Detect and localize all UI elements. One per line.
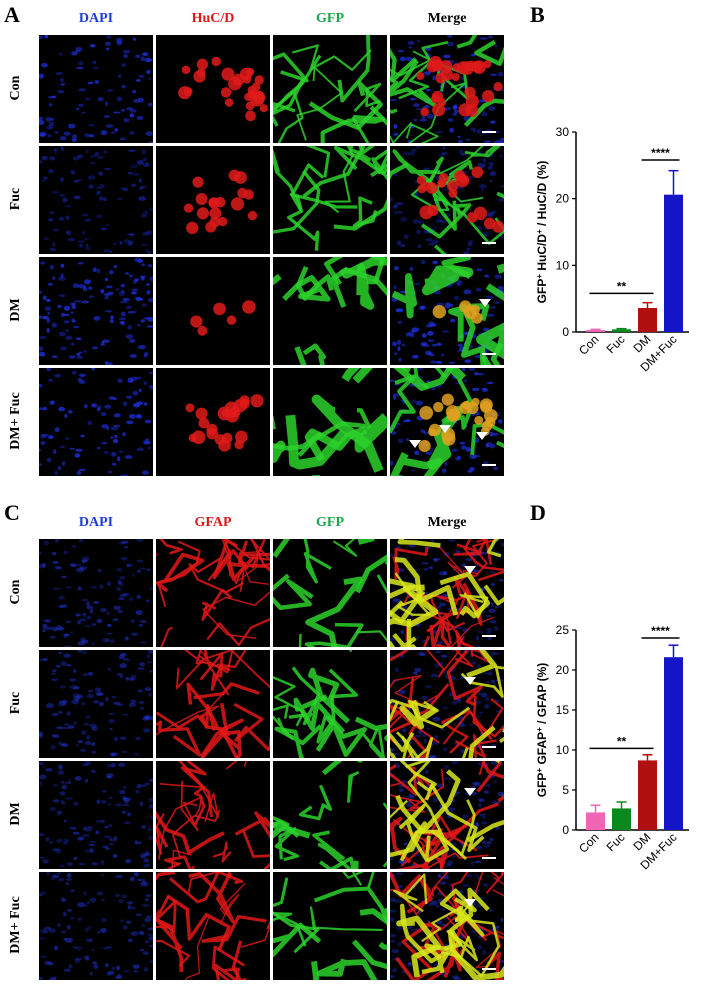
micrograph-c-con-dapi: [39, 539, 153, 647]
micrograph-c-dmfuc-gfp: [273, 872, 387, 980]
micrograph-a-con-hucd: [156, 35, 270, 143]
column-header-dapi: DAPI: [78, 515, 114, 530]
significance-label: ****: [651, 624, 670, 638]
micrograph-a-dm-merge: [390, 257, 504, 365]
column-header-dapi: DAPI: [78, 11, 114, 26]
significance-label: **: [617, 734, 627, 748]
micrograph-c-dm-dapi: [39, 761, 153, 869]
y-axis-label: GFP+ GFAP+ / GFAP (%): [535, 663, 550, 797]
micrograph-a-dmfuc-dapi: [39, 368, 153, 476]
micrograph-c-dm-gfp: [273, 761, 387, 869]
micrograph-c-fuc-gfp: [273, 650, 387, 758]
micrograph-a-fuc-merge: [390, 146, 504, 254]
column-header-gfp: GFP: [316, 11, 344, 26]
row-label-fuc: Fuc: [8, 691, 23, 715]
micrograph-a-con-dapi: [39, 35, 153, 143]
significance-label: ****: [651, 146, 670, 160]
x-tick-label: Fuc: [604, 332, 628, 356]
column-header-merge: Merge: [427, 11, 467, 26]
x-tick-label: Fuc: [604, 830, 628, 854]
micrograph-c-dmfuc-gfap: [156, 872, 270, 980]
y-tick-label: 10: [556, 258, 570, 272]
micrograph-c-con-merge: [390, 539, 504, 647]
y-tick-label: 10: [556, 743, 570, 757]
row-label-dm: DM: [8, 802, 23, 826]
y-axis-label: GFP+ HuC/D+ / HuC/D (%): [535, 161, 550, 304]
y-tick-label: 25: [556, 623, 570, 637]
micrograph-c-con-gfp: [273, 539, 387, 647]
row-label-con: Con: [8, 75, 23, 101]
y-tick-label: 20: [556, 663, 570, 677]
micrograph-c-fuc-gfap: [156, 650, 270, 758]
bar-dmfuc: [664, 657, 683, 830]
row-label-dmfuc: DM+ Fuc: [8, 896, 23, 954]
micrograph-a-fuc-dapi: [39, 146, 153, 254]
micrograph-c-con-gfap: [156, 539, 270, 647]
panel-letter-a: A: [4, 2, 20, 27]
micrograph-a-dmfuc-merge: [390, 368, 504, 476]
micrograph-a-con-merge: [390, 35, 504, 143]
row-label-dm: DM: [8, 298, 23, 322]
y-tick-label: 0: [562, 823, 569, 837]
row-label-fuc: Fuc: [8, 187, 23, 211]
panel-letter-c: C: [4, 500, 20, 525]
micrograph-c-dm-gfap: [156, 761, 270, 869]
micrograph-c-fuc-merge: [390, 650, 504, 758]
micrograph-a-dm-gfp: [273, 257, 387, 365]
y-tick-label: 0: [562, 325, 569, 339]
y-tick-label: 5: [562, 783, 569, 797]
y-tick-label: 30: [556, 125, 570, 139]
y-tick-label: 15: [556, 703, 570, 717]
column-header-merge: Merge: [427, 515, 467, 530]
significance-label: **: [617, 279, 627, 293]
row-label-con: Con: [8, 579, 23, 605]
column-header-gfp: GFP: [316, 515, 344, 530]
x-tick-label: Con: [576, 830, 601, 855]
row-label-dmfuc: DM+ Fuc: [8, 392, 23, 450]
micrograph-a-con-gfp: [273, 35, 387, 143]
micrograph-c-fuc-dapi: [39, 650, 153, 758]
y-tick-label: 20: [556, 192, 570, 206]
micrograph-a-fuc-hucd: [156, 146, 270, 254]
micrograph-a-dm-dapi: [39, 257, 153, 365]
bar-con: [586, 812, 605, 830]
micrograph-c-dmfuc-merge: [390, 872, 504, 980]
micrograph-c-dm-merge: [390, 761, 504, 869]
bar-con: [586, 330, 605, 332]
x-tick-label: Con: [576, 332, 601, 357]
bar-dm: [638, 308, 657, 332]
micrograph-a-fuc-gfp: [273, 146, 387, 254]
panel-letter-b: B: [530, 2, 545, 27]
micrograph-c-dmfuc-dapi: [39, 872, 153, 980]
micrograph-a-dmfuc-hucd: [156, 368, 270, 476]
micrograph-a-dm-hucd: [156, 257, 270, 365]
column-header-hucd: HuC/D: [191, 11, 235, 26]
bar-fuc: [612, 329, 631, 332]
bar-dmfuc: [664, 194, 683, 332]
panel-letter-d: D: [530, 500, 546, 525]
bar-fuc: [612, 808, 631, 830]
column-header-gfap: GFAP: [194, 515, 232, 530]
bar-dm: [638, 760, 657, 830]
micrograph-a-dmfuc-gfp: [273, 368, 387, 476]
